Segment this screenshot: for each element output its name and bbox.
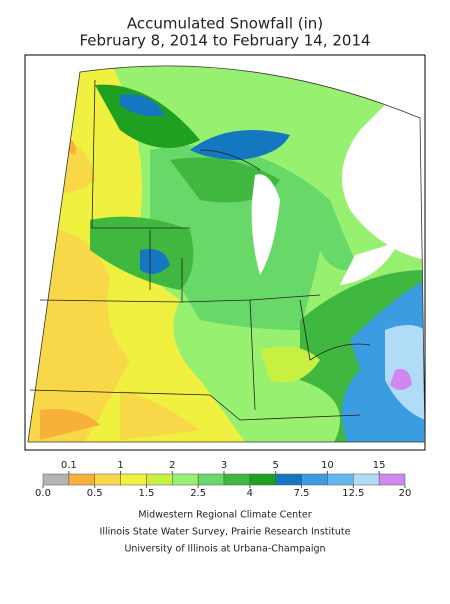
legend-label: 0.1 [61, 460, 77, 471]
legend-label: 12.5 [342, 488, 364, 499]
legend-swatch [120, 473, 147, 486]
legend-swatch [223, 473, 251, 486]
legend-swatch [353, 473, 380, 486]
legend-label: 0.0 [35, 488, 51, 499]
legend-label: 1 [117, 460, 123, 471]
legend-label: 5 [273, 460, 279, 471]
legend-label: 3 [221, 460, 227, 471]
credit-line: University of Illinois at Urbana-Champai… [124, 544, 325, 555]
legend-label: 7.5 [294, 488, 310, 499]
legend-swatch [42, 473, 70, 486]
legend-swatch [249, 473, 276, 486]
legend-label: 15 [373, 460, 386, 471]
legend-swatch [301, 473, 328, 486]
credit-line: Midwestern Regional Climate Center [138, 510, 311, 521]
map [24, 54, 426, 451]
legend-label: 20 [399, 488, 412, 499]
legend-label: 2 [169, 460, 175, 471]
legend-swatch [172, 473, 199, 486]
legend-swatch [68, 473, 95, 486]
legend: 0.0 0.1 0.5 1 1.5 2 2.5 3 4 5 7.5 10 12.5 15 20 [35, 460, 411, 499]
legend-swatch [94, 473, 121, 486]
credit-line: Illinois State Water Survey, Prairie Res… [100, 527, 351, 538]
legend-label: 2.5 [190, 488, 206, 499]
legend-swatch [146, 473, 173, 486]
legend-label: 1.5 [138, 488, 154, 499]
map-subtitle: February 8, 2014 to February 14, 2014 [79, 32, 370, 50]
legend-swatch [327, 473, 354, 486]
legend-label: 10 [321, 460, 334, 471]
legend-swatch [378, 473, 406, 486]
legend-swatch [197, 473, 225, 486]
legend-label: 4 [247, 488, 253, 499]
legend-swatch [275, 473, 302, 486]
legend-label: 0.5 [87, 488, 103, 499]
map-title: Accumulated Snowfall (in) [127, 15, 323, 33]
